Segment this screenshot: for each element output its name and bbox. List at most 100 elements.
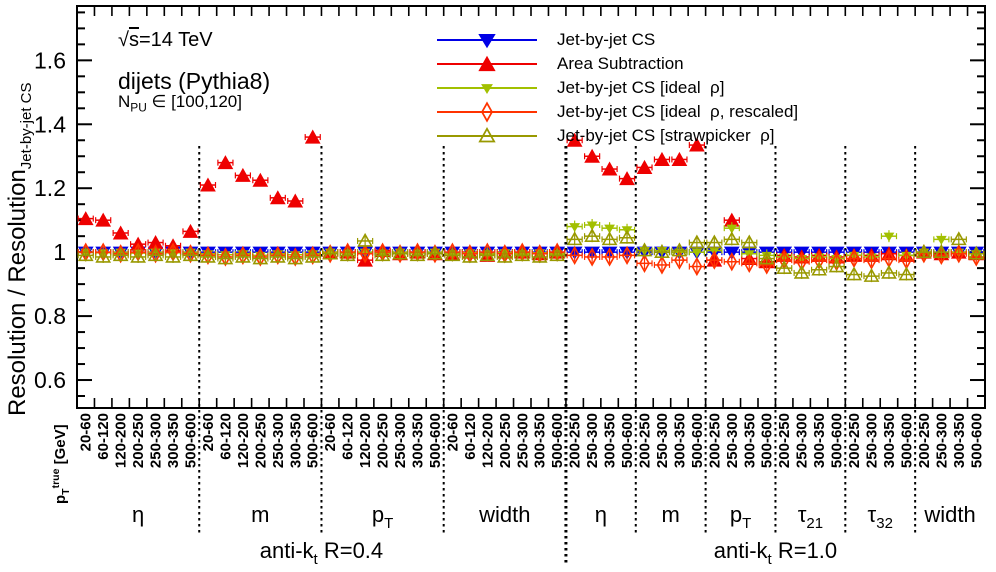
data-point-marker (409, 247, 426, 262)
data-point-marker (566, 231, 583, 246)
bin-label: 200-250 (846, 413, 863, 468)
data-point-marker (272, 245, 284, 265)
section-label: anti-kt R=0.4 (260, 538, 383, 568)
bin-label: 250-300 (794, 413, 811, 468)
group-label: width (478, 502, 530, 527)
y-axis-title: Resolution / ResolutionJet-by-jet CS (4, 82, 35, 416)
data-point-marker (147, 247, 164, 262)
data-point-marker (811, 261, 827, 276)
data-point-marker (883, 232, 895, 242)
data-point-marker (95, 212, 112, 227)
data-point-marker (287, 250, 304, 265)
data-point-marker (776, 260, 793, 274)
data-point-marker (304, 129, 321, 144)
data-point-marker (254, 247, 266, 267)
data-point-marker (217, 250, 234, 265)
bin-label: 500-600 (898, 413, 915, 468)
group-label: width (923, 502, 975, 527)
bin-label: 300-350 (287, 413, 304, 468)
legend-entry: Area Subtraction (437, 53, 684, 75)
data-point-marker (115, 244, 127, 264)
data-point-marker (601, 231, 618, 246)
bin-label: 20-60 (78, 413, 95, 451)
annotation-pileup: NPU ∈ [100,120] (118, 92, 242, 115)
bin-label: 500-600 (305, 413, 322, 468)
data-point-marker (304, 248, 321, 263)
bin-label: 60-120 (217, 413, 234, 460)
group-label: m (251, 502, 269, 527)
legend-marker-tuo (437, 127, 537, 143)
group-label: m (662, 502, 680, 527)
data-point-marker (898, 266, 915, 281)
bin-label: 300-350 (410, 413, 427, 468)
bin-label: 500-600 (759, 413, 776, 468)
data-point-marker (339, 247, 356, 262)
group-label: η (132, 502, 144, 527)
bin-label: 300-350 (165, 413, 182, 468)
data-point-marker (374, 247, 391, 262)
bin-label: 250-300 (270, 413, 287, 468)
data-point-marker (182, 247, 199, 262)
y-tick-label: 1.4 (34, 111, 66, 137)
legend-marker-tuf (437, 55, 537, 72)
data-point-marker (185, 244, 196, 264)
data-point-marker (289, 247, 301, 267)
bin-label: 500-600 (829, 413, 846, 468)
bin-label: 250-300 (514, 413, 531, 468)
data-point-marker (252, 250, 269, 265)
data-point-marker (639, 253, 650, 273)
legend-label: Jet-by-jet CS [ideal ρ, rescaled] (557, 102, 799, 121)
bin-label: 500-600 (549, 413, 566, 468)
data-point-marker (758, 250, 775, 265)
data-point-marker (863, 268, 880, 282)
data-point-marker (584, 228, 600, 242)
data-point-marker (182, 223, 199, 238)
bin-label: 250-300 (654, 413, 671, 468)
series-tuo (77, 228, 985, 283)
data-point-marker (549, 247, 566, 262)
bin-label: 200-250 (916, 413, 933, 468)
bin-label: 300-350 (741, 413, 758, 468)
data-point-marker (619, 229, 635, 244)
section-label: anti-kt R=1.0 (714, 538, 837, 568)
group-label: pT (730, 502, 751, 532)
data-point-marker (586, 221, 598, 231)
data-point-marker (237, 245, 249, 265)
group-label: η (595, 502, 607, 527)
y-tick-label: 1 (53, 239, 66, 265)
bin-label: 500-600 (183, 413, 200, 468)
bin-label: 20-60 (444, 413, 461, 451)
legend-entry: Jet-by-jet CS [ideal ρ, rescaled] (437, 101, 798, 123)
data-point-marker (252, 172, 269, 187)
data-point-marker (619, 171, 635, 186)
bin-label: 120-200 (479, 413, 496, 468)
bin-label: 200-250 (497, 413, 514, 468)
data-point-marker (462, 248, 478, 263)
bin-label: 200-250 (252, 413, 269, 468)
data-point-marker (112, 225, 129, 240)
data-point-marker (708, 250, 720, 270)
data-point-marker (654, 244, 670, 258)
data-point-marker (604, 247, 615, 267)
data-point-marker (584, 148, 600, 163)
bin-label: 500-600 (619, 413, 636, 468)
y-tick-label: 1.6 (34, 47, 66, 73)
data-point-marker (77, 247, 94, 262)
data-point-marker (601, 161, 618, 176)
data-point-marker (359, 244, 371, 264)
data-point-marker (269, 190, 286, 205)
data-point-marker (726, 224, 738, 234)
data-point-marker (761, 255, 773, 275)
bin-label: 500-600 (968, 413, 985, 468)
data-point-marker (478, 55, 496, 72)
data-point-marker (235, 167, 251, 182)
data-point-marker (566, 132, 583, 147)
bin-label: 20-60 (200, 413, 217, 451)
data-point-marker (77, 211, 94, 226)
y-tick-label: 0.8 (34, 303, 66, 329)
data-point-marker (357, 252, 373, 267)
data-point-marker (621, 245, 633, 265)
bin-label: 300-350 (881, 413, 898, 468)
legend-label: Jet-by-jet CS [ideal ρ] (557, 78, 725, 97)
